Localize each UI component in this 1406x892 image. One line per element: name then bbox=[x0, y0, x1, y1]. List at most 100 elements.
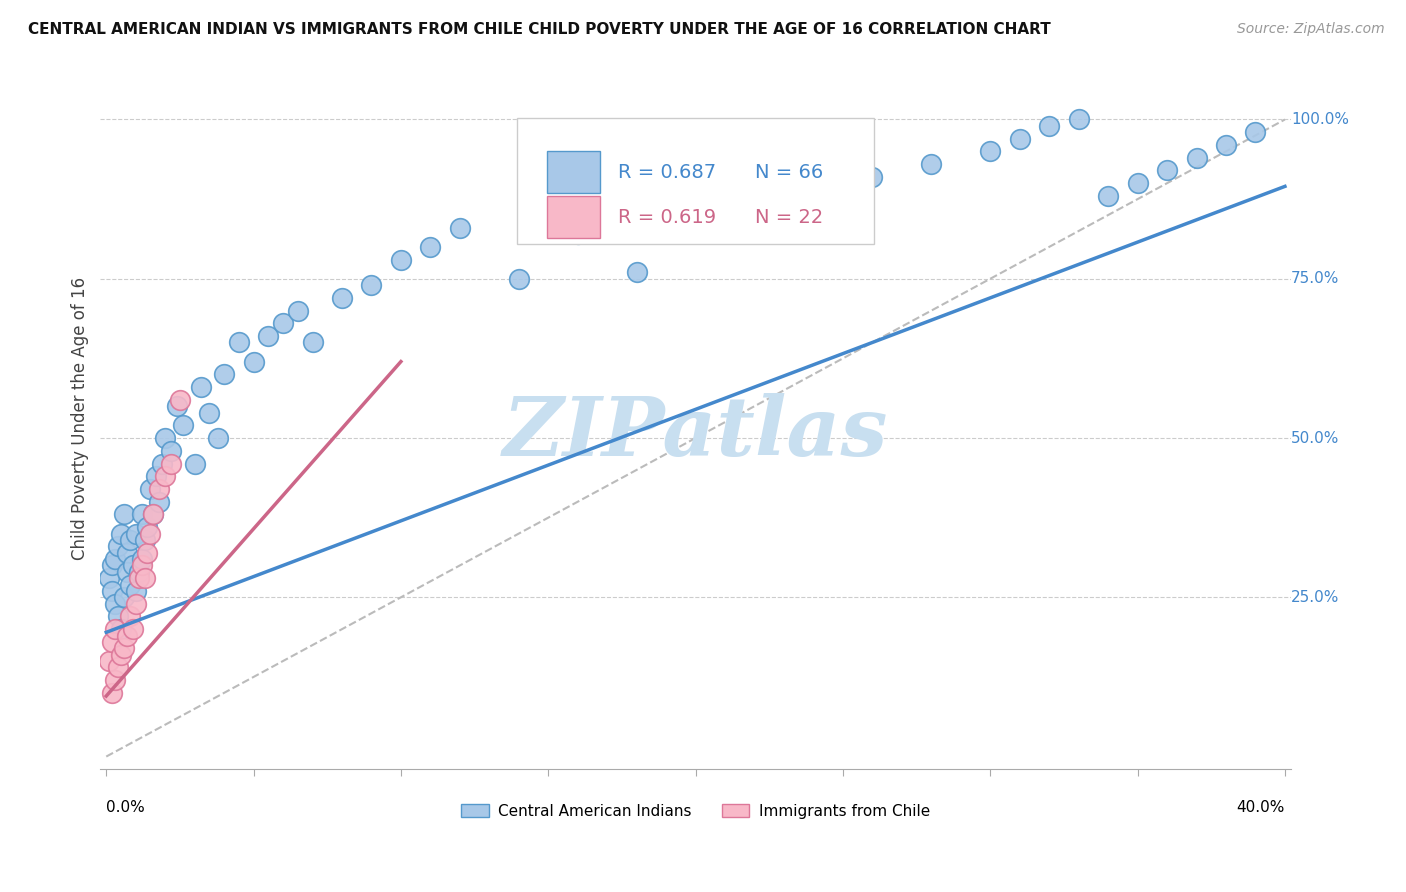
Text: ZIPatlas: ZIPatlas bbox=[503, 393, 889, 473]
Point bbox=[920, 157, 942, 171]
Point bbox=[125, 583, 148, 598]
Point bbox=[139, 526, 162, 541]
Point bbox=[449, 220, 471, 235]
Text: N = 22: N = 22 bbox=[755, 208, 824, 227]
Text: 0.0%: 0.0% bbox=[107, 800, 145, 815]
Point bbox=[1126, 176, 1149, 190]
Point bbox=[150, 457, 173, 471]
Point bbox=[104, 673, 127, 687]
Point bbox=[112, 591, 135, 605]
Point bbox=[242, 354, 264, 368]
Point bbox=[118, 577, 141, 591]
Point bbox=[101, 583, 124, 598]
Point bbox=[389, 252, 412, 267]
Point bbox=[1008, 131, 1031, 145]
Point bbox=[148, 494, 170, 508]
Point bbox=[183, 457, 205, 471]
Point bbox=[685, 208, 707, 222]
Point bbox=[118, 533, 141, 547]
Text: N = 66: N = 66 bbox=[755, 162, 824, 182]
Point bbox=[212, 368, 235, 382]
Point bbox=[1067, 112, 1090, 127]
Point bbox=[145, 469, 167, 483]
Point bbox=[134, 571, 156, 585]
Point bbox=[1244, 125, 1267, 139]
Point bbox=[190, 380, 212, 394]
Text: R = 0.687: R = 0.687 bbox=[619, 162, 716, 182]
Text: 75.0%: 75.0% bbox=[1291, 271, 1339, 286]
Point bbox=[172, 418, 194, 433]
Point bbox=[101, 635, 124, 649]
Point bbox=[128, 565, 150, 579]
Point bbox=[287, 303, 309, 318]
FancyBboxPatch shape bbox=[547, 196, 600, 238]
Point bbox=[125, 526, 148, 541]
Text: 40.0%: 40.0% bbox=[1236, 800, 1285, 815]
Point bbox=[125, 597, 148, 611]
Point bbox=[98, 571, 121, 585]
Point bbox=[134, 533, 156, 547]
Text: 50.0%: 50.0% bbox=[1291, 431, 1339, 445]
Point bbox=[98, 654, 121, 668]
Point bbox=[112, 508, 135, 522]
Point bbox=[139, 482, 162, 496]
Point bbox=[1038, 119, 1060, 133]
Point bbox=[803, 183, 825, 197]
Point bbox=[110, 648, 132, 662]
Point bbox=[198, 405, 221, 419]
FancyBboxPatch shape bbox=[547, 152, 600, 194]
Point bbox=[118, 609, 141, 624]
FancyBboxPatch shape bbox=[517, 118, 875, 244]
Point bbox=[1156, 163, 1178, 178]
Point bbox=[153, 431, 176, 445]
Point bbox=[271, 317, 294, 331]
Point bbox=[131, 552, 153, 566]
Point bbox=[1097, 189, 1119, 203]
Point bbox=[301, 335, 323, 350]
Text: CENTRAL AMERICAN INDIAN VS IMMIGRANTS FROM CHILE CHILD POVERTY UNDER THE AGE OF : CENTRAL AMERICAN INDIAN VS IMMIGRANTS FR… bbox=[28, 22, 1050, 37]
Point bbox=[228, 335, 250, 350]
Point bbox=[979, 145, 1001, 159]
Point bbox=[136, 546, 159, 560]
Point bbox=[136, 520, 159, 534]
Point bbox=[110, 526, 132, 541]
Point bbox=[107, 609, 129, 624]
Point bbox=[121, 558, 143, 573]
Text: 100.0%: 100.0% bbox=[1291, 112, 1348, 127]
Point bbox=[101, 686, 124, 700]
Point bbox=[330, 291, 353, 305]
Y-axis label: Child Poverty Under the Age of 16: Child Poverty Under the Age of 16 bbox=[72, 277, 89, 560]
Point bbox=[131, 558, 153, 573]
Text: R = 0.619: R = 0.619 bbox=[619, 208, 716, 227]
Text: 25.0%: 25.0% bbox=[1291, 590, 1339, 605]
Point bbox=[142, 508, 165, 522]
Point bbox=[101, 558, 124, 573]
Point bbox=[567, 227, 589, 242]
Point bbox=[112, 641, 135, 656]
Point bbox=[104, 552, 127, 566]
Point bbox=[160, 443, 183, 458]
Point bbox=[1215, 138, 1237, 153]
Point bbox=[115, 565, 138, 579]
Point bbox=[107, 660, 129, 674]
Point bbox=[419, 240, 441, 254]
Point bbox=[860, 169, 883, 184]
Point bbox=[142, 508, 165, 522]
Point bbox=[1185, 151, 1208, 165]
Point bbox=[104, 597, 127, 611]
Point bbox=[169, 392, 191, 407]
Point bbox=[107, 539, 129, 553]
Point bbox=[257, 329, 280, 343]
Point bbox=[148, 482, 170, 496]
Point bbox=[128, 571, 150, 585]
Point bbox=[166, 399, 188, 413]
Point bbox=[360, 278, 382, 293]
Point bbox=[131, 508, 153, 522]
Point bbox=[115, 628, 138, 642]
Legend: Central American Indians, Immigrants from Chile: Central American Indians, Immigrants fro… bbox=[456, 797, 936, 825]
Point bbox=[110, 622, 132, 636]
Point bbox=[508, 272, 530, 286]
Point bbox=[153, 469, 176, 483]
Point bbox=[121, 622, 143, 636]
Point bbox=[115, 546, 138, 560]
